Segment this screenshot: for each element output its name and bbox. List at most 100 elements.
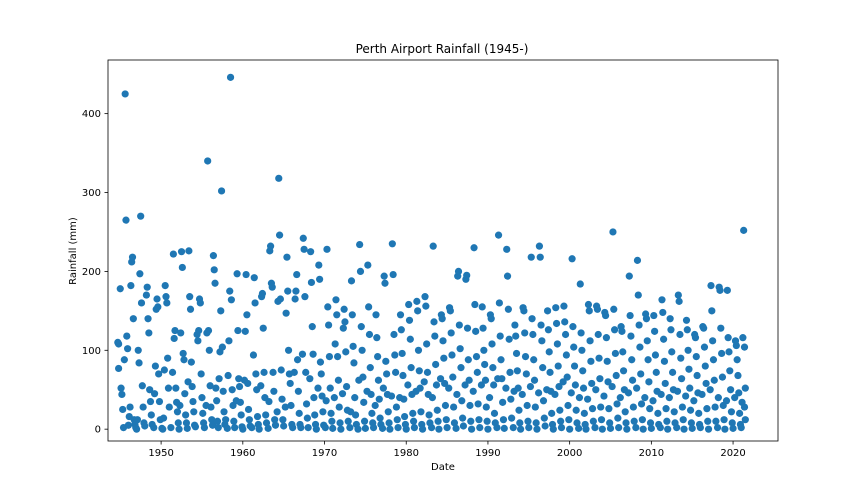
x-tick-label: 2010 [639, 448, 664, 459]
data-point [387, 392, 396, 400]
data-point [628, 356, 636, 364]
data-point [337, 425, 345, 433]
data-point [526, 382, 535, 391]
data-point [439, 337, 447, 345]
data-point [169, 250, 177, 258]
data-point [545, 348, 553, 356]
data-point [515, 406, 523, 414]
data-point [690, 397, 698, 405]
data-point [415, 367, 423, 375]
scatter-points [114, 73, 749, 433]
data-point [525, 423, 533, 432]
data-point [712, 417, 720, 425]
data-point [593, 305, 602, 313]
data-point [122, 216, 130, 224]
data-point [646, 405, 654, 413]
data-point [379, 384, 387, 392]
data-point [184, 378, 192, 386]
data-point [481, 360, 489, 369]
data-point [613, 400, 621, 408]
data-point [303, 414, 311, 422]
data-point [349, 342, 357, 350]
data-point [630, 417, 638, 425]
data-point [380, 272, 388, 280]
data-point [478, 303, 486, 311]
data-point [683, 326, 691, 334]
data-point [271, 421, 280, 429]
data-point [258, 289, 267, 298]
data-point [563, 373, 571, 381]
data-point [482, 403, 490, 411]
data-point [611, 349, 620, 358]
data-point [609, 228, 617, 236]
data-point [468, 425, 476, 433]
data-point [734, 371, 742, 380]
data-point [375, 395, 383, 403]
data-point [591, 423, 599, 432]
data-point [409, 417, 418, 425]
data-point [561, 318, 569, 326]
data-point [319, 408, 327, 416]
data-point [142, 291, 150, 299]
data-point [280, 422, 288, 430]
data-point [441, 401, 450, 410]
data-point [503, 245, 511, 253]
data-point [589, 417, 597, 425]
data-point [401, 412, 409, 421]
data-point [227, 296, 235, 304]
data-point [675, 297, 683, 305]
data-point [463, 271, 471, 279]
data-point [302, 368, 310, 376]
data-point [425, 411, 433, 419]
data-point [663, 417, 671, 425]
data-point [120, 356, 128, 364]
data-point [682, 316, 691, 324]
data-point [199, 409, 207, 417]
data-point [647, 424, 655, 432]
data-point [200, 423, 209, 432]
data-point [554, 362, 562, 370]
data-point [314, 384, 322, 392]
data-point [428, 394, 436, 402]
data-point [235, 375, 243, 383]
data-point [410, 423, 418, 432]
data-point [170, 334, 178, 343]
data-point [405, 316, 414, 324]
data-point [448, 351, 456, 359]
data-point [446, 307, 454, 315]
data-point [206, 382, 214, 390]
data-point [464, 356, 472, 364]
data-point [575, 394, 584, 402]
data-point [121, 90, 129, 98]
data-point [570, 343, 578, 351]
x-tick-label: 1970 [312, 448, 337, 459]
data-point [118, 390, 126, 399]
data-point [252, 370, 260, 378]
data-point [267, 242, 275, 250]
data-point [582, 425, 590, 433]
data-point [354, 425, 362, 433]
data-point [137, 299, 146, 307]
data-point [297, 423, 305, 432]
data-point [578, 346, 586, 354]
data-point [686, 406, 695, 414]
data-point [673, 387, 682, 395]
data-point [588, 379, 596, 388]
data-point [414, 346, 423, 354]
data-point [706, 386, 714, 394]
x-axis-label: Date [431, 462, 455, 473]
data-point [155, 370, 163, 378]
data-point [292, 287, 300, 295]
data-point [695, 409, 703, 417]
data-point [430, 318, 438, 326]
data-point [220, 408, 228, 416]
data-point [472, 327, 480, 335]
data-point [684, 346, 692, 354]
data-point [338, 390, 347, 398]
data-point [445, 384, 453, 392]
data-point [230, 417, 238, 425]
data-point [443, 423, 451, 432]
data-point [559, 378, 567, 386]
data-point [429, 242, 437, 250]
